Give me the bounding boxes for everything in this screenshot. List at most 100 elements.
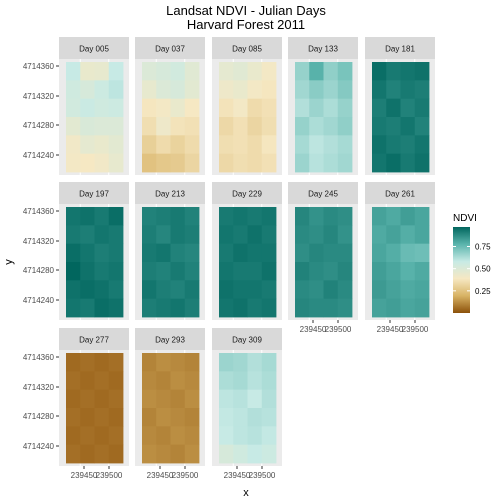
- facet-strip-label: Day 229: [232, 190, 262, 199]
- raster-cell: [295, 298, 310, 318]
- facet-strip-label: Day 037: [155, 45, 185, 54]
- raster-cell: [323, 98, 339, 118]
- raster-cell: [156, 408, 171, 427]
- raster-cell: [372, 80, 387, 100]
- raster-cell: [400, 243, 416, 263]
- raster-cell: [94, 80, 110, 100]
- raster-cell: [414, 298, 430, 318]
- raster-cell: [94, 207, 110, 226]
- raster-cell: [233, 153, 248, 173]
- raster-cell: [233, 243, 248, 263]
- raster-cell: [386, 207, 401, 226]
- raster-cell: [142, 225, 157, 245]
- raster-cell: [94, 426, 110, 446]
- raster-cell: [219, 80, 234, 100]
- raster-cell: [219, 153, 234, 173]
- raster-cell: [94, 389, 110, 409]
- raster-cell: [184, 353, 200, 372]
- raster-cell: [386, 225, 401, 245]
- legend-ticks: 0.75 0.50 0.25: [453, 243, 491, 296]
- raster-cell: [247, 408, 263, 427]
- raster-cell: [80, 62, 95, 81]
- raster-cell: [372, 262, 387, 281]
- raster-cell: [156, 353, 171, 372]
- raster-cell: [247, 389, 263, 409]
- raster-cell: [156, 153, 171, 173]
- raster-cell: [156, 117, 171, 136]
- facet-strip: [365, 182, 435, 204]
- raster-cell: [170, 426, 186, 446]
- raster-cell: [372, 62, 387, 81]
- raster-cell: [233, 389, 248, 409]
- raster-cell: [80, 371, 95, 391]
- raster-cell: [170, 389, 186, 409]
- raster-cell: [66, 80, 81, 100]
- raster-cell: [261, 408, 277, 427]
- raster-cell: [337, 225, 353, 245]
- raster-cell: [94, 153, 110, 173]
- raster-cell: [80, 207, 95, 226]
- raster-cell: [66, 225, 81, 245]
- raster-cell: [142, 62, 157, 81]
- y-axis-title: y: [3, 259, 15, 265]
- raster-cell: [414, 225, 430, 245]
- raster-cell: [108, 80, 124, 100]
- raster-cell: [400, 207, 416, 226]
- raster-cell: [261, 80, 277, 100]
- raster-cell: [386, 62, 401, 81]
- raster-cell: [170, 153, 186, 173]
- raster-cell: [295, 62, 310, 81]
- raster-cell: [372, 98, 387, 118]
- facet-strip: [212, 37, 282, 59]
- raster-cell: [386, 135, 401, 155]
- facet-strip: [59, 182, 129, 204]
- raster-cell: [184, 298, 200, 318]
- raster-cell: [261, 298, 277, 318]
- raster-cell: [261, 389, 277, 409]
- raster-cell: [108, 389, 124, 409]
- facet-panel: Day 133: [288, 37, 358, 175]
- x-tick-label: 239450: [147, 471, 174, 480]
- raster-cell: [219, 225, 234, 245]
- raster-cell: [142, 98, 157, 118]
- raster-cell: [170, 80, 186, 100]
- raster-cell: [142, 444, 157, 464]
- y-tick-label: 4714280: [23, 266, 55, 275]
- raster-cell: [80, 98, 95, 118]
- raster-cell: [323, 225, 339, 245]
- facet-strip: [288, 182, 358, 204]
- raster-cell: [295, 98, 310, 118]
- raster-cell: [323, 243, 339, 263]
- raster-cell: [261, 444, 277, 464]
- raster-cell: [400, 262, 416, 281]
- raster-cell: [295, 243, 310, 263]
- raster-cell: [170, 225, 186, 245]
- raster-cell: [80, 408, 95, 427]
- raster-cell: [142, 389, 157, 409]
- raster-cell: [184, 262, 200, 281]
- raster-cell: [219, 426, 234, 446]
- raster-cell: [219, 207, 234, 226]
- facet-strip-label: Day 197: [79, 190, 109, 199]
- raster-cell: [309, 207, 324, 226]
- raster-cell: [156, 262, 171, 281]
- raster-cell: [156, 207, 171, 226]
- raster-cell: [142, 408, 157, 427]
- raster-cell: [80, 117, 95, 136]
- raster-cell: [400, 80, 416, 100]
- facet-strip-label: Day 261: [385, 190, 415, 199]
- raster-cell: [66, 408, 81, 427]
- x-tick-label: 239450: [377, 325, 404, 334]
- x-tick-label: 239450: [300, 325, 327, 334]
- raster-cell: [80, 262, 95, 281]
- y-axes: 4714360 4714320 4714280 4714240 4714360 47143…: [23, 62, 59, 451]
- raster-cell: [400, 298, 416, 318]
- raster-cell: [386, 153, 401, 173]
- raster-cell: [386, 298, 401, 318]
- x-tick-label: 239500: [249, 471, 276, 480]
- y-tick-label: 4714240: [23, 296, 55, 305]
- raster-cell: [337, 153, 353, 173]
- facet-strip-label: Day 005: [79, 45, 109, 54]
- raster-cell: [309, 98, 324, 118]
